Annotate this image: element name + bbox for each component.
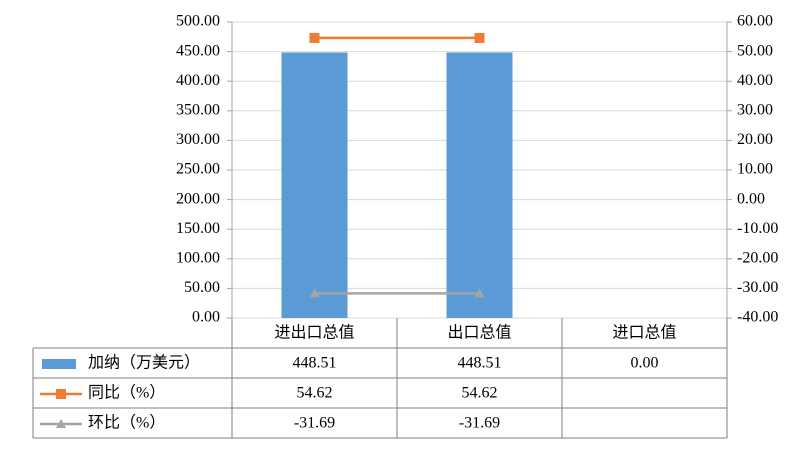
table-value: -31.69 — [294, 415, 335, 432]
table-value: 54.62 — [462, 385, 498, 402]
marker — [309, 288, 320, 298]
y2-tick-label: 0.00 — [737, 190, 765, 207]
y2-tick-label: 10.00 — [737, 161, 773, 178]
legend-label: 环比（%） — [88, 414, 165, 432]
table-value: 0.00 — [631, 355, 659, 372]
y-tick-label: 50.00 — [184, 279, 220, 296]
y2-tick-label: 60.00 — [737, 13, 773, 30]
y2-tick-label: 30.00 — [737, 101, 773, 118]
y2-tick-label: -10.00 — [737, 220, 778, 237]
y2-tick-label: -30.00 — [737, 279, 778, 296]
y-tick-label: 150.00 — [176, 220, 220, 237]
legend-marker — [56, 419, 66, 428]
y-tick-label: 300.00 — [176, 131, 220, 148]
y-tick-label: 450.00 — [176, 42, 220, 59]
legend-marker — [56, 389, 66, 399]
y-tick-label: 500.00 — [176, 13, 220, 30]
y-tick-label: 350.00 — [176, 101, 220, 118]
marker — [474, 288, 485, 298]
y-tick-label: 250.00 — [176, 161, 220, 178]
y2-tick-label: 20.00 — [737, 131, 773, 148]
table-value: 54.62 — [297, 385, 333, 402]
y-tick-label: 400.00 — [176, 72, 220, 89]
marker — [474, 32, 485, 43]
category-label: 进出口总值 — [274, 324, 354, 342]
legend-swatch — [42, 359, 76, 369]
y2-tick-label: 50.00 — [737, 42, 773, 59]
table-value: 448.51 — [293, 355, 337, 372]
category-label: 进口总值 — [612, 324, 676, 342]
marker — [309, 32, 320, 43]
table-value: -31.69 — [459, 415, 500, 432]
legend-label: 同比（%） — [88, 384, 165, 402]
category-label: 出口总值 — [447, 324, 511, 342]
y-tick-label: 100.00 — [176, 249, 220, 266]
y2-tick-label: 40.00 — [737, 72, 773, 89]
bar — [281, 52, 348, 318]
y2-tick-label: -40.00 — [737, 309, 778, 326]
bar — [446, 52, 513, 318]
y-tick-label: 0.00 — [192, 309, 220, 326]
y-tick-label: 200.00 — [176, 190, 220, 207]
table-value: 448.51 — [458, 355, 502, 372]
y2-tick-label: -20.00 — [737, 249, 778, 266]
legend-label: 加纳（万美元） — [88, 354, 200, 372]
